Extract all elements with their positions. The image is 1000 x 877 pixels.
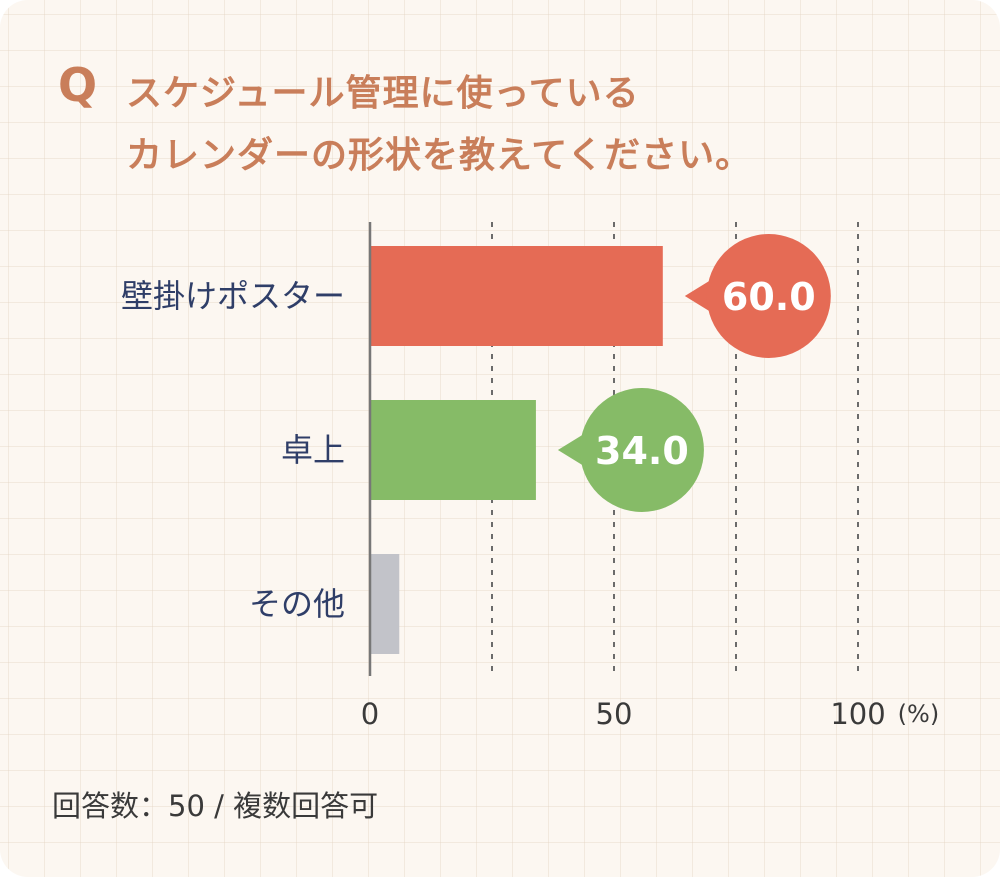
question-mark: Q [58, 58, 98, 112]
x-tick-label: 50 [596, 697, 633, 731]
category-label: その他 [249, 585, 345, 623]
category-label: 卓上 [281, 431, 345, 469]
footnote: 回答数：50 / 複数回答可 [52, 789, 379, 823]
value-bubble [579, 388, 704, 512]
value-bubble [706, 234, 831, 358]
value-bubble-pointer [684, 280, 711, 312]
unit-label: (%) [898, 700, 940, 728]
value-bubble-pointer [557, 434, 584, 466]
value-label: 60.0 [722, 275, 816, 319]
x-tick-label: 0 [361, 697, 379, 731]
bar [370, 246, 663, 346]
question-line-1: スケジュール管理に使っている [126, 73, 640, 114]
value-label: 34.0 [595, 429, 689, 473]
category-label: 壁掛けポスター [121, 277, 345, 315]
x-tick-label: 100 [830, 697, 885, 731]
question-line-2: カレンダーの形状を教えてください。 [126, 135, 753, 176]
bar [370, 554, 400, 654]
bar [370, 400, 536, 500]
